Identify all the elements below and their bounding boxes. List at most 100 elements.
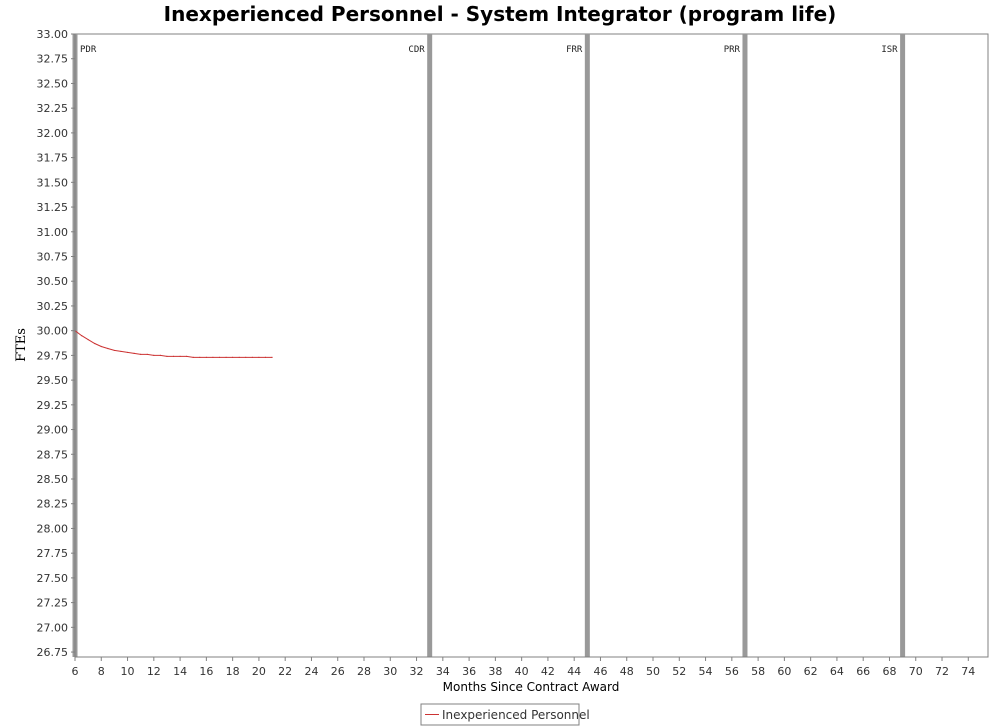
x-axis: 6 8 10 12 14 16 18 20 22 24 26 28 30 32 34 36 38 40 42 44 46… [72,656,988,678]
milestone-label-isr: ISR [881,45,898,55]
y-tick-label: 27.00 [37,621,69,634]
y-tick-label: 29.50 [37,374,69,387]
y-tick-label: 29.75 [37,349,69,362]
x-tick-label: 22 [278,665,292,678]
legend-label: Inexperienced Personnel [442,708,590,722]
data-point [271,356,273,358]
x-tick-label: 28 [357,665,371,678]
y-tick-label: 30.25 [37,300,69,313]
x-tick-label: 24 [304,665,318,678]
milestone-bar-isr [900,34,906,657]
y-axis: 26.75 27.00 27.25 27.50 27.75 28.00 28.25 28.50… [37,28,76,659]
y-tick-label: 29.25 [37,399,69,412]
x-tick-label: 42 [541,665,555,678]
chart-title: Inexperienced Personnel - System Integra… [164,2,837,26]
legend: Inexperienced Personnel [420,703,590,726]
x-tick-label: 74 [961,665,975,678]
data-point [126,351,129,354]
data-point [166,355,168,357]
milestone-label-prr: PRR [724,45,741,55]
data-point [218,356,221,358]
x-tick-label: 18 [226,665,240,678]
x-tick-label: 8 [98,665,105,678]
data-point [159,354,161,356]
x-tick-label: 32 [410,665,424,678]
y-tick-label: 29.00 [37,424,69,437]
y-tick-label: 31.00 [37,226,69,239]
data-point [264,356,267,358]
data-point [100,345,102,348]
milestone-bar-frr [584,34,590,657]
milestone-label-frr: FRR [566,45,583,55]
data-point [258,356,260,358]
x-tick-label: 12 [147,665,161,678]
data-point [225,356,227,358]
data-point [94,342,96,345]
x-tick-label: 20 [252,665,266,678]
x-tick-label: 44 [567,665,581,678]
data-point [172,355,175,357]
y-tick-label: 28.75 [37,448,69,461]
y-tick-label: 30.75 [37,251,69,264]
data-point [140,353,142,355]
x-tick-label: 72 [935,665,949,678]
milestone-label-pdr: PDR [80,45,97,55]
data-point [179,355,181,357]
milestone-label-cdr: CDR [408,45,425,55]
x-tick-label: 54 [699,665,713,678]
data-point [120,350,122,353]
y-tick-label: 32.25 [37,102,69,115]
plot-area [74,33,989,658]
y-tick-label: 32.75 [37,53,69,66]
data-point [107,347,109,350]
x-tick-label: 48 [620,665,634,678]
data-point [87,338,89,341]
x-tick-label: 62 [804,665,818,678]
x-tick-label: 56 [725,665,739,678]
y-tick-label: 31.50 [37,176,69,189]
data-point [232,356,234,358]
x-axis-label: Months Since Contract Award [443,680,620,694]
x-tick-label: 26 [331,665,345,678]
y-tick-label: 28.00 [37,522,69,535]
x-tick-label: 66 [856,665,870,678]
y-tick-label: 33.00 [37,28,69,41]
data-point [238,356,240,358]
milestone-bar-prr [742,34,748,657]
x-tick-label: 30 [383,665,397,678]
y-tick-label: 27.25 [37,597,69,610]
data-point [251,356,253,358]
y-tick-label: 30.50 [37,275,69,288]
x-tick-label: 70 [909,665,923,678]
y-tick-label: 30.00 [37,325,69,338]
milestone-bar-cdr [427,34,433,657]
y-tick-label: 27.75 [37,547,69,560]
y-tick-label: 32.00 [37,127,69,140]
data-point [186,355,188,357]
x-tick-label: 64 [830,665,844,678]
x-tick-label: 40 [515,665,529,678]
x-tick-label: 14 [173,665,187,678]
y-tick-label: 26.75 [37,646,69,659]
y-tick-label: 31.25 [37,201,69,214]
data-point [153,354,155,356]
data-point [192,356,194,358]
data-point [245,356,247,358]
data-point [133,352,135,355]
x-tick-label: 58 [751,665,765,678]
x-tick-label: 46 [593,665,607,678]
x-tick-label: 10 [121,665,135,678]
y-tick-label: 31.75 [37,152,69,165]
x-tick-label: 50 [646,665,660,678]
data-point [205,356,207,358]
data-point [113,349,116,352]
legend-box [420,703,580,726]
y-tick-label: 32.50 [37,77,69,90]
x-tick-label: 34 [436,665,450,678]
data-point [199,356,201,358]
x-tick-label: 68 [882,665,896,678]
x-tick-label: 38 [488,665,502,678]
x-tick-label: 36 [462,665,476,678]
